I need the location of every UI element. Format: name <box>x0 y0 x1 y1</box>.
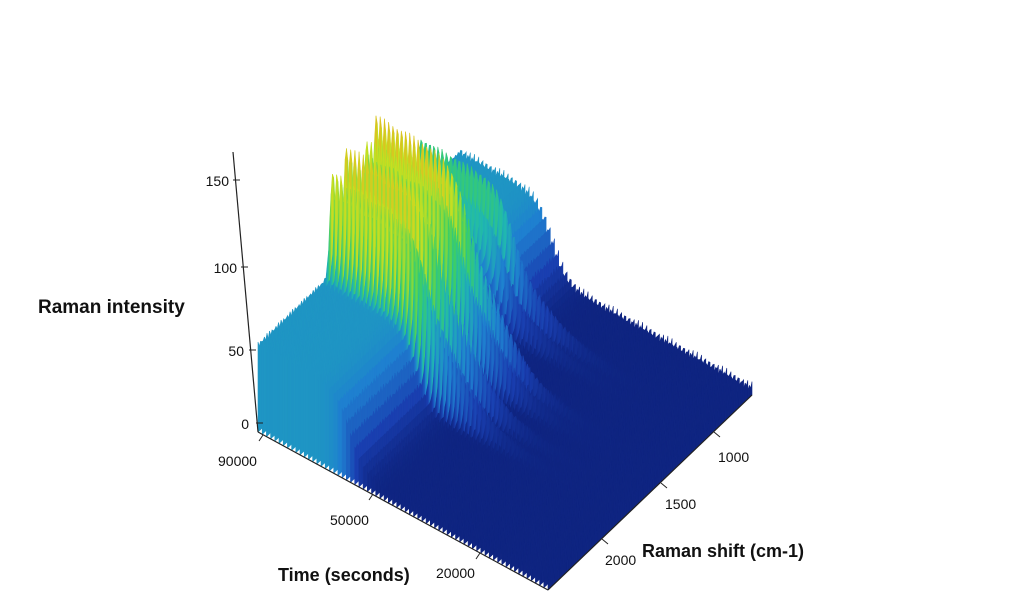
surface-mesh <box>257 115 753 591</box>
